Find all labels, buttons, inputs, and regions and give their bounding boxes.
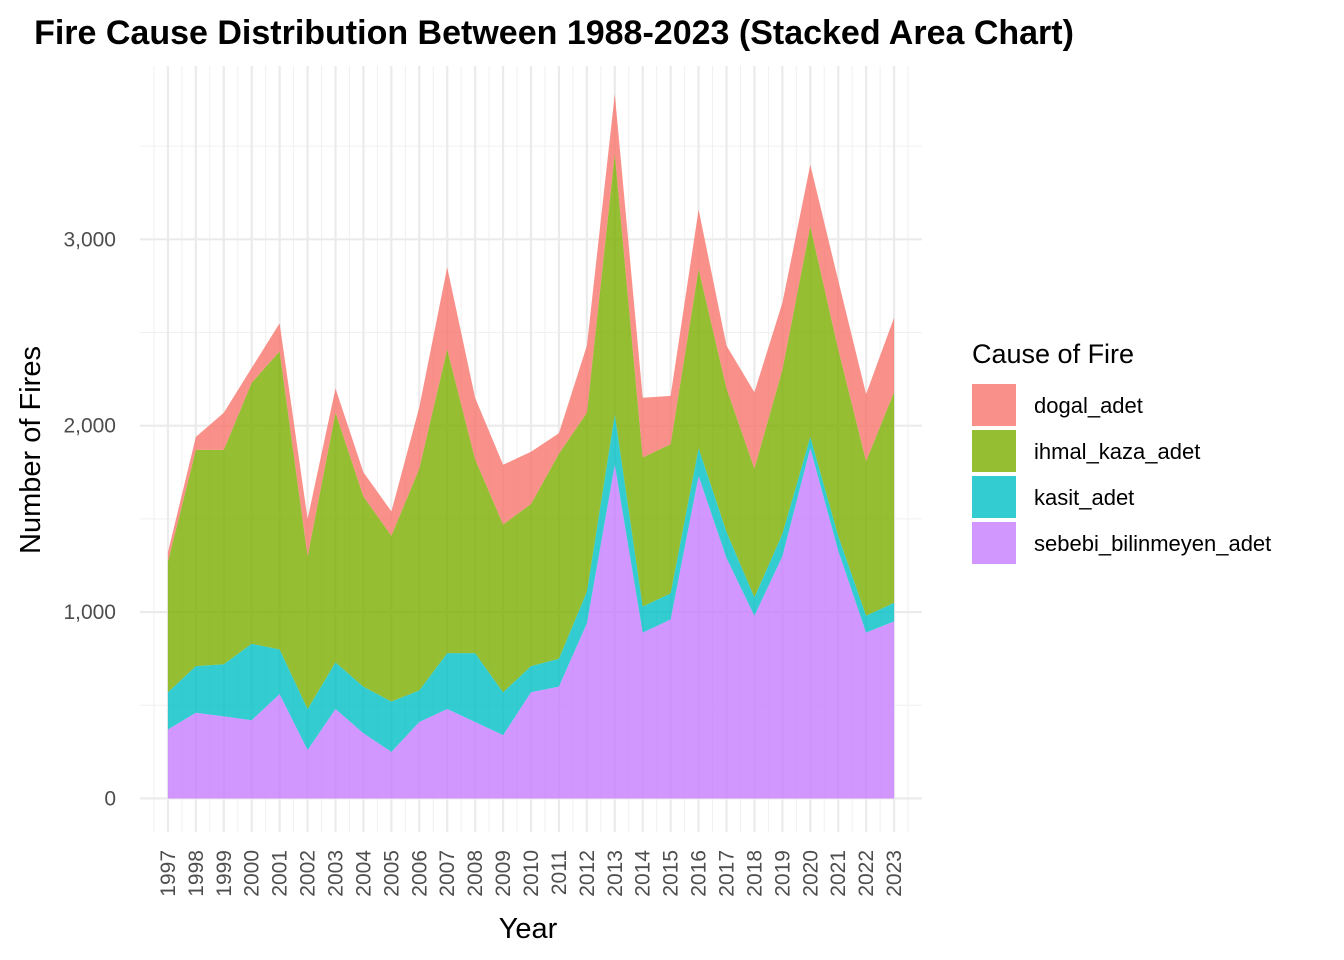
x-tick-label: 2004 [352,850,375,897]
x-tick-label: 2020 [799,850,822,897]
legend: Cause of Fire dogal_adet ihmal_kaza_adetk… [972,339,1271,564]
plot-area [167,94,895,799]
y-tick-label: 0 [104,787,116,810]
x-tick-label: 2001 [269,850,292,897]
x-tick-label: 2018 [743,850,766,897]
legend-label-sebebi_bilinmeyen_adet: sebebi_bilinmeyen_adet [1034,531,1271,556]
legend-label-ihmal_kaza_adet: ihmal_kaza_adet [1034,439,1200,464]
area-dogal_adet [167,94,895,562]
x-tick-label: 2014 [632,850,655,897]
x-tick-label: 2009 [492,850,515,897]
y-axis-title: Number of Fires [15,346,47,554]
x-tick-label: 2003 [325,850,348,897]
x-tick-label: 2016 [688,850,711,897]
x-tick-label: 2011 [548,850,571,895]
x-axis-title: Year [499,913,558,945]
y-tick-label: 1,000 [63,601,116,624]
x-tick-label: 2005 [380,850,403,897]
x-tick-label: 2022 [855,850,878,897]
legend-title: Cause of Fire [972,339,1134,369]
x-tick-label: 2021 [827,850,850,897]
x-axis-ticks: 1997 1998 1999 2000 2001 2002 2003 2004 2005 2006… [157,850,906,897]
area-kasit_adet [167,414,895,752]
x-tick-label: 2010 [520,850,543,897]
x-tick-label: 1998 [185,850,208,897]
x-tick-label: 2008 [464,850,487,897]
x-tick-label: 2013 [604,850,627,897]
x-tick-label: 2019 [771,850,794,897]
x-tick-label: 1997 [157,850,180,897]
legend-swatch-dogal_adet [972,384,1016,426]
x-tick-label: 2007 [436,850,459,897]
x-tick-label: 2023 [883,850,906,897]
x-tick-label: 2006 [408,850,431,897]
legend-swatch-sebebi_bilinmeyen_adet [972,522,1016,564]
x-tick-label: 2017 [716,850,739,897]
x-tick-label: 1999 [213,850,236,897]
x-tick-label: 2015 [660,850,683,897]
x-tick-label: 2000 [241,850,264,897]
legend-swatch-kasit_adet [972,476,1016,518]
chart-title: Fire Cause Distribution Between 1988-202… [34,14,1074,52]
y-axis-ticks: 0 1,000 2,000 3,000 [63,228,116,810]
x-tick-label: 2012 [576,850,599,897]
legend-label-kasit_adet: kasit_adet [1034,485,1134,510]
x-tick-label: 2002 [297,850,320,897]
legend-swatch-ihmal_kaza_adet [972,430,1016,472]
y-tick-label: 3,000 [63,228,116,251]
y-tick-label: 2,000 [63,415,116,438]
area-ihmal_kaza_adet [167,153,895,710]
legend-label-dogal_adet: dogal_adet [1034,393,1143,418]
area-sebebi_bilinmeyen_adet [167,448,895,799]
